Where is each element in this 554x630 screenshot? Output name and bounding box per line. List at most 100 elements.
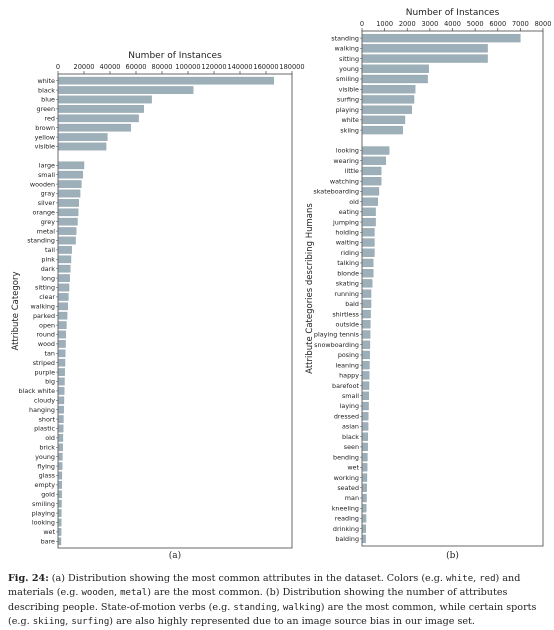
bar-a — [58, 217, 78, 226]
x-axis-title-b: Number of Instances — [406, 8, 500, 18]
bar-a — [58, 105, 144, 113]
bar-a — [58, 462, 63, 470]
bar-b — [362, 74, 428, 84]
bar-b — [362, 391, 369, 400]
bar-a — [58, 499, 62, 508]
category-label-b: talking — [337, 259, 359, 267]
category-label-a: orange — [33, 209, 56, 217]
bar-a — [58, 302, 68, 311]
category-label-a: gray — [41, 190, 56, 198]
category-label-b: waiting — [336, 239, 359, 247]
category-label-b: laying — [340, 402, 359, 410]
bar-b — [362, 146, 390, 155]
category-label-a: tan — [45, 350, 55, 358]
bar-b — [362, 95, 415, 104]
category-label-a: green — [37, 105, 55, 113]
category-label-b: visible — [339, 85, 359, 93]
category-label-a: metal — [37, 227, 56, 235]
category-label-b: shirtless — [332, 310, 359, 318]
chart-a: 0 20000 40000 60000 80000 100000 120000 140000 1… — [11, 51, 305, 561]
bar-b — [362, 289, 372, 298]
x-tick-label-a: 60000 — [126, 63, 147, 71]
bar-b — [362, 299, 372, 308]
x-tick-label-a: 120000 — [201, 63, 226, 71]
bar-a — [58, 358, 66, 367]
x-tick-label-a: 40000 — [100, 63, 121, 71]
category-label-a: open — [39, 321, 55, 329]
category-label-a: black — [38, 86, 55, 94]
bar-a — [58, 528, 62, 536]
bar-b — [362, 156, 386, 165]
bar-b — [362, 187, 380, 196]
category-label-a: gold — [41, 491, 55, 499]
bar-a — [58, 387, 65, 395]
bar-b — [362, 371, 370, 380]
bar-a — [58, 236, 76, 245]
bar-a — [58, 330, 66, 339]
category-label-a: long — [41, 274, 55, 282]
bar-b — [362, 64, 429, 73]
bar-b — [362, 115, 406, 125]
bar-b — [362, 361, 370, 370]
bar-b — [362, 320, 371, 329]
bar-a — [58, 349, 66, 358]
bar-b — [362, 207, 376, 216]
caption-text-0: (a) Distribution showing the most common… — [48, 573, 447, 584]
category-label-a: grey — [41, 218, 55, 226]
bar-b — [362, 473, 368, 482]
caption-text-5: , — [276, 601, 283, 613]
bar-a — [58, 537, 62, 546]
bar-a — [58, 246, 72, 254]
category-label-b: asian — [342, 423, 359, 431]
category-label-b: skateboarding — [313, 188, 359, 196]
category-label-b: standing — [331, 34, 359, 42]
bar-a — [58, 321, 67, 329]
category-label-b: skating — [336, 280, 359, 288]
category-label-a: visible — [35, 143, 55, 151]
category-label-b: seated — [337, 484, 359, 492]
category-label-a: blue — [41, 96, 55, 104]
bar-a — [58, 424, 64, 433]
bar-a — [58, 434, 64, 442]
category-label-b: jumping — [332, 218, 359, 226]
category-label-b: seen — [344, 443, 359, 451]
bar-a — [58, 283, 70, 292]
bar-b — [362, 258, 374, 268]
caption-term-surfing: surfing — [71, 617, 110, 628]
bar-a — [58, 95, 152, 104]
bar-a — [58, 199, 79, 207]
bar-a — [58, 340, 66, 348]
category-label-b: looking — [336, 147, 359, 155]
y-axis-title-a: Attribute Category — [11, 271, 21, 350]
bar-a — [58, 396, 65, 405]
bar-b — [362, 381, 370, 390]
plot-frame-a — [57, 73, 293, 549]
bar-a — [58, 189, 81, 198]
bar-b — [362, 238, 375, 247]
category-label-b: working — [334, 474, 359, 482]
category-label-a: big — [45, 378, 55, 386]
category-label-a: bare — [41, 538, 55, 546]
category-label-b: riding — [341, 249, 359, 257]
bar-b — [362, 54, 488, 63]
caption-text-3: , — [114, 587, 121, 599]
category-label-a: brick — [39, 444, 55, 452]
category-label-b: outside — [335, 320, 359, 328]
caption-text-8: ) are also highly represented due to an … — [109, 616, 475, 628]
caption-term-red: red — [479, 574, 496, 584]
category-label-b: skiing — [340, 126, 359, 134]
category-label-a: small — [38, 171, 55, 179]
bar-b — [362, 197, 378, 206]
category-label-a: cloudy — [34, 397, 55, 405]
bar-b — [362, 228, 375, 237]
bar-a — [58, 452, 63, 461]
x-tick-label-b: 2000 — [399, 20, 416, 28]
sublabel-a: (a) — [169, 550, 181, 561]
category-label-a: purple — [35, 368, 56, 376]
caption-term-wooden: wooden — [81, 588, 114, 599]
category-label-a: flying — [37, 462, 55, 470]
bar-b — [362, 422, 369, 431]
bar-a — [58, 518, 62, 527]
bar-a — [58, 161, 85, 170]
x-tick-label-b: 3000 — [421, 20, 438, 28]
